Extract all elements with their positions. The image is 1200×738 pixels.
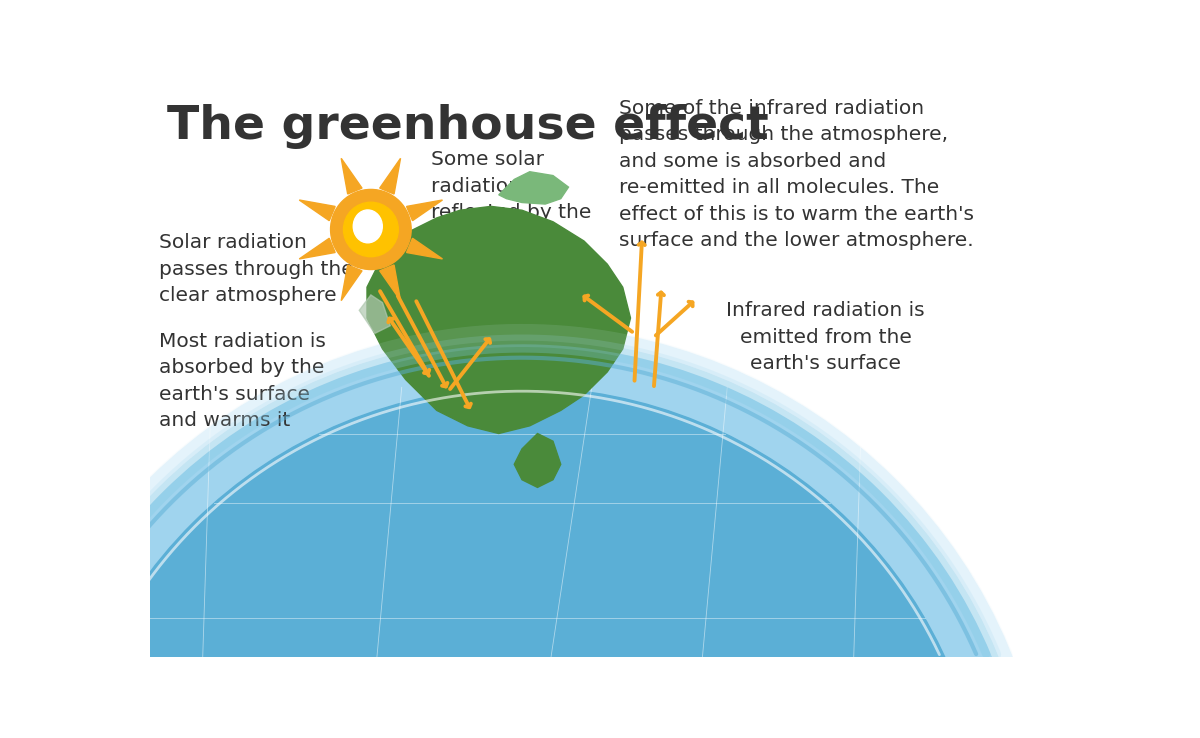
Polygon shape (341, 265, 362, 300)
Circle shape (58, 387, 986, 738)
Polygon shape (499, 172, 569, 204)
Ellipse shape (353, 210, 383, 243)
Polygon shape (379, 265, 401, 300)
Text: Some solar
radiation is
reflected by the
earth and the
atmosphere: Some solar radiation is reflected by the… (431, 150, 590, 275)
Polygon shape (407, 200, 443, 221)
Text: The greenhouse effect: The greenhouse effect (167, 104, 769, 149)
Text: Most radiation is
absorbed by the
earth's surface
and warms it: Most radiation is absorbed by the earth'… (160, 332, 326, 430)
Circle shape (330, 190, 412, 269)
Polygon shape (341, 159, 362, 194)
Circle shape (8, 339, 1036, 738)
Polygon shape (299, 200, 335, 221)
Polygon shape (515, 433, 560, 487)
Polygon shape (379, 159, 401, 194)
Text: Infrared radiation is
emitted from the
earth's surface: Infrared radiation is emitted from the e… (726, 301, 925, 373)
Text: Solar radiation
passes through the
clear atmosphere: Solar radiation passes through the clear… (160, 233, 354, 306)
Circle shape (14, 345, 1030, 738)
Polygon shape (359, 295, 390, 334)
Circle shape (343, 202, 398, 257)
Polygon shape (407, 238, 443, 259)
Polygon shape (299, 238, 335, 259)
Polygon shape (367, 207, 630, 433)
Text: Some of the infrared radiation
passes through the atmosphere,
and some is absorb: Some of the infrared radiation passes th… (619, 99, 974, 250)
Circle shape (0, 325, 1049, 738)
